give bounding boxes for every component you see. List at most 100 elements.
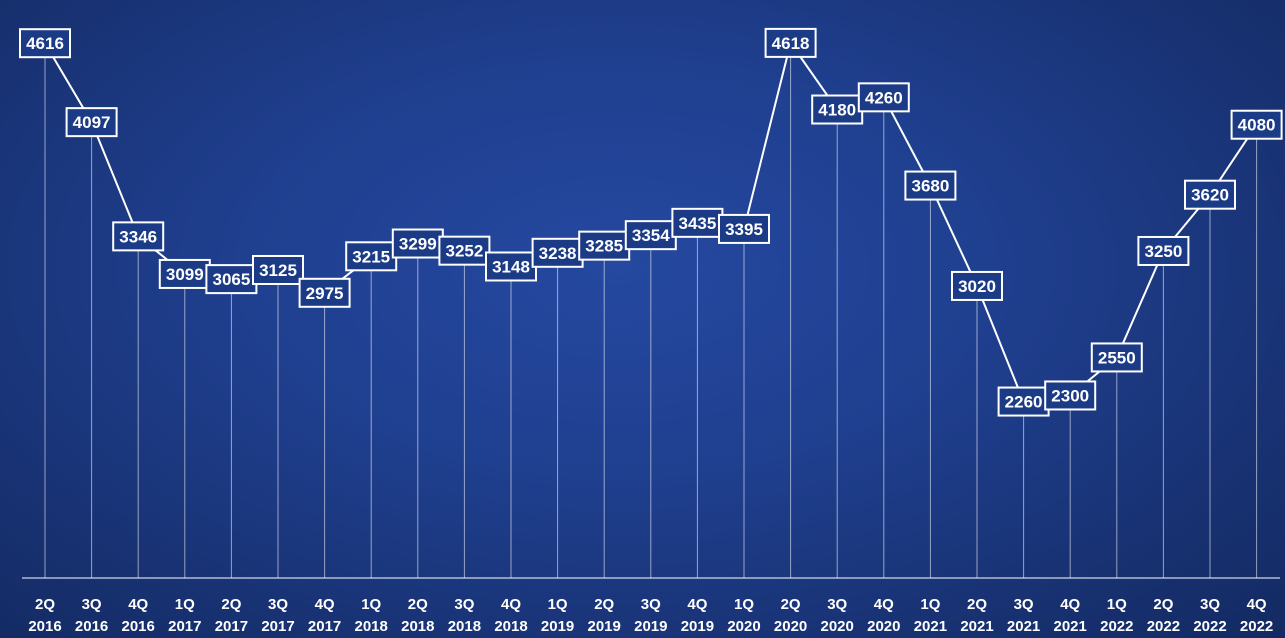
data-label: 3125 — [252, 254, 304, 285]
data-label-box — [951, 270, 1003, 301]
data-label-box — [671, 207, 724, 238]
data-label-box — [718, 213, 770, 244]
x-tick-label: 1Q 2017 — [168, 596, 201, 635]
data-label-box — [1184, 179, 1236, 210]
data-label-text: 3252 — [445, 242, 483, 261]
data-label-box — [904, 170, 957, 201]
data-label-text: 4618 — [772, 34, 810, 53]
data-label-text: 4080 — [1238, 116, 1276, 135]
x-tick-label: 4Q 2017 — [308, 596, 341, 635]
data-label-text: 4616 — [26, 34, 64, 53]
data-label: 2975 — [298, 277, 351, 308]
x-tick-label: 2Q 2017 — [215, 596, 248, 635]
data-label-box — [252, 254, 304, 285]
x-tick-label: 4Q 2019 — [681, 596, 714, 635]
data-label-box — [531, 237, 584, 268]
data-label-box — [65, 107, 118, 138]
x-tick-labels: 2Q 2016 3Q 2016 4Q 2016 1Q 2017 2Q 2017 3Q 2017 4Q 20… — [28, 596, 1273, 635]
data-label: 3395 — [718, 213, 770, 244]
x-tick-label: 4Q 2016 — [122, 596, 155, 635]
x-tick-label: 1Q 2022 — [1100, 596, 1133, 635]
data-label: 2260 — [997, 386, 1050, 417]
data-label: 3354 — [624, 220, 677, 251]
x-tick-label: 3Q 2016 — [75, 596, 108, 635]
data-label-box — [438, 235, 491, 266]
data-label-text: 3354 — [632, 226, 670, 245]
data-label-box — [857, 82, 910, 113]
data-label: 4260 — [857, 82, 910, 113]
data-label: 4616 — [19, 28, 71, 59]
data-label: 3020 — [951, 270, 1003, 301]
data-label-text: 4097 — [73, 113, 111, 132]
x-tick-label: 1Q 2019 — [541, 596, 574, 635]
data-label-box — [1090, 342, 1143, 373]
data-label-text: 4180 — [818, 101, 856, 120]
x-tick-label: 4Q 2020 — [867, 596, 900, 635]
data-labels: 4616 4097 3346 3099 3065 3125 2975 3215 3299 3252… — [19, 27, 1283, 417]
data-label-box — [764, 27, 817, 58]
drop-lines — [44, 42, 1258, 578]
data-label-text: 3099 — [166, 265, 204, 284]
data-label-text: 2260 — [1005, 393, 1043, 412]
data-label-text: 3125 — [259, 261, 297, 280]
x-tick-label: 3Q 2022 — [1193, 596, 1226, 635]
data-label-box — [298, 277, 351, 308]
data-label-text: 2550 — [1098, 348, 1136, 367]
data-label: 3346 — [112, 221, 165, 252]
data-label: 3215 — [345, 241, 398, 272]
data-label-text: 3020 — [958, 277, 996, 296]
data-label-text: 3065 — [212, 270, 250, 289]
x-tick-label: 4Q 2018 — [494, 596, 527, 635]
data-label: 3285 — [578, 230, 631, 261]
data-label: 3148 — [485, 251, 537, 282]
data-label: 3620 — [1184, 179, 1236, 210]
x-tick-label: 4Q 2022 — [1240, 596, 1273, 635]
data-label: 3238 — [531, 237, 584, 268]
data-label: 2300 — [1044, 380, 1097, 411]
data-label: 4097 — [65, 107, 118, 138]
data-label-text: 3215 — [352, 247, 390, 266]
data-label: 3299 — [391, 228, 444, 259]
data-label: 2550 — [1090, 342, 1143, 373]
x-tick-label: 2Q 2020 — [774, 596, 807, 635]
data-label-box — [624, 220, 677, 251]
data-label-box — [1044, 380, 1097, 411]
data-label-text: 3435 — [678, 214, 716, 233]
data-label-text: 3346 — [119, 227, 157, 246]
x-tick-label: 1Q 2021 — [914, 596, 947, 635]
x-tick-label: 1Q 2018 — [355, 596, 388, 635]
data-label: 4180 — [811, 94, 864, 125]
data-label-text: 4260 — [865, 88, 903, 107]
data-label-box — [1137, 235, 1190, 266]
data-label: 3250 — [1137, 235, 1190, 266]
data-label-box — [112, 221, 165, 252]
x-tick-label: 3Q 2021 — [1007, 596, 1040, 635]
x-tick-label: 4Q 2021 — [1054, 596, 1087, 635]
x-tick-label: 3Q 2019 — [634, 596, 667, 635]
data-label-box — [485, 251, 537, 282]
x-tick-label: 2Q 2022 — [1147, 596, 1180, 635]
data-label-text: 3148 — [492, 257, 530, 276]
data-label-text: 3285 — [585, 237, 623, 256]
x-tick-label: 2Q 2021 — [960, 596, 993, 635]
data-label: 3065 — [205, 264, 258, 295]
data-label: 4080 — [1230, 109, 1283, 140]
data-label: 3099 — [158, 258, 211, 289]
data-label-text: 2975 — [306, 284, 344, 303]
data-label: 3680 — [904, 170, 957, 201]
data-label: 3252 — [438, 235, 491, 266]
x-tick-label: 2Q 2019 — [588, 596, 621, 635]
data-label-box — [1230, 109, 1283, 140]
x-tick-label: 2Q 2018 — [401, 596, 434, 635]
x-tick-label: 2Q 2016 — [28, 596, 61, 635]
data-label: 4618 — [764, 27, 817, 58]
data-label-box — [391, 228, 444, 259]
data-label-text: 3395 — [725, 220, 763, 239]
data-label-box — [19, 28, 71, 59]
data-label-text: 3238 — [539, 244, 577, 263]
x-tick-label: 3Q 2017 — [261, 596, 294, 635]
data-label-text: 3250 — [1144, 242, 1182, 261]
data-label-text: 3299 — [399, 235, 437, 254]
x-tick-label: 1Q 2020 — [727, 596, 760, 635]
